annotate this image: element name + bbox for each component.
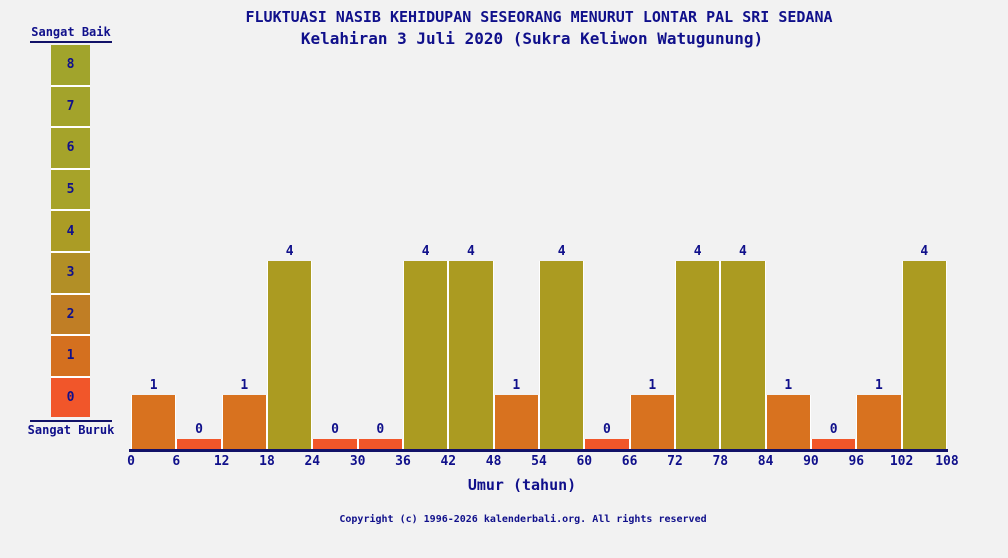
x-tick-36: 36 — [395, 454, 411, 469]
bar-age-24-30 — [312, 439, 358, 449]
scale-bottom-line — [30, 420, 112, 422]
x-tick-30: 30 — [349, 454, 366, 469]
scale-cell-6: 6 — [51, 128, 90, 170]
chart-title: FLUKTUASI NASIB KEHIDUPAN SESEORANG MENU… — [245, 8, 833, 26]
bar-value-label: 4 — [920, 244, 929, 259]
scale-cell-5: 5 — [51, 169, 90, 212]
bar-age-96-102 — [856, 394, 902, 449]
scale-top-label: Sangat Baik — [31, 25, 111, 39]
x-tick-66: 66 — [621, 454, 638, 469]
bar-age-72-78 — [674, 261, 721, 449]
bar-age-0-6 — [131, 394, 177, 449]
x-tick-0: 0 — [127, 454, 135, 469]
bar-age-12-18 — [221, 394, 267, 449]
bar-value-label: 4 — [557, 244, 566, 259]
scale-cell-2: 2 — [51, 294, 90, 337]
x-tick-102: 102 — [889, 454, 914, 469]
x-tick-60: 60 — [576, 454, 593, 469]
x-tick-6: 6 — [172, 454, 181, 469]
x-tick-24: 24 — [304, 454, 321, 469]
scale-cell-value: 7 — [66, 98, 75, 114]
scale-bottom-label: Sangat Buruk — [27, 423, 115, 437]
scale-cell-0: 0 — [51, 377, 90, 418]
scale-cell-1: 1 — [51, 336, 90, 378]
x-axis-line — [129, 449, 948, 452]
bar-value-label: 1 — [875, 377, 883, 393]
bar-value-label: 4 — [693, 244, 702, 259]
scale-cell-value: 8 — [66, 57, 75, 73]
bar-age-18-24 — [266, 261, 313, 449]
x-axis-title: Umur (tahun) — [467, 476, 577, 494]
bar-age-36-42 — [402, 261, 449, 449]
bar-value-label: 4 — [739, 244, 747, 259]
bar-value-label: 4 — [421, 244, 430, 259]
bar-value-label: 1 — [512, 377, 521, 393]
scale-cell-value: 3 — [66, 265, 75, 281]
scale-cell-value: 4 — [66, 223, 75, 239]
quality-scale: 8 7 6 5 4 3 2 1 0 — [51, 45, 90, 418]
bar-age-84-90 — [765, 394, 811, 449]
bar-age-60-66 — [584, 439, 630, 449]
bar-age-30-36 — [357, 439, 403, 449]
scale-cell-value: 0 — [66, 390, 75, 406]
bar-age-78-84 — [720, 261, 766, 449]
x-tick-96: 96 — [848, 454, 865, 469]
scale-cell-7: 7 — [51, 86, 90, 129]
bar-age-102-108 — [901, 261, 947, 449]
scale-top-line — [30, 41, 112, 43]
copyright-text: Copyright (c) 1996-2026 kalenderbali.org… — [339, 514, 707, 525]
bar-age-90-96 — [810, 439, 857, 449]
bar-age-42-48 — [448, 261, 494, 449]
bar-value-label: 0 — [195, 422, 203, 437]
bar-value-label: 1 — [149, 377, 158, 393]
x-tick-18: 18 — [259, 454, 275, 469]
scale-cell-8: 8 — [51, 45, 90, 87]
scale-cell-value: 2 — [66, 306, 75, 322]
bar-value-label: 0 — [376, 422, 385, 437]
x-tick-42: 42 — [440, 454, 457, 469]
bar-value-label: 1 — [784, 377, 793, 393]
x-tick-108: 108 — [935, 454, 959, 469]
bar-value-label: 0 — [331, 422, 339, 437]
x-tick-78: 78 — [712, 454, 729, 469]
bar-age-54-60 — [538, 261, 585, 449]
x-tick-90: 90 — [803, 454, 819, 469]
chart-subtitle: Kelahiran 3 Juli 2020 (Sukra Keliwon Wat… — [300, 29, 764, 48]
bar-age-6-12 — [176, 439, 222, 449]
scale-cell-4: 4 — [51, 211, 90, 253]
scale-cell-3: 3 — [51, 252, 90, 295]
bar-age-48-54 — [493, 394, 539, 449]
bar-value-label: 0 — [603, 422, 611, 437]
scale-cell-value: 5 — [66, 182, 75, 198]
bar-age-66-72 — [629, 394, 675, 449]
bar-value-label: 0 — [829, 422, 838, 437]
scale-cell-value: 1 — [66, 348, 75, 364]
bar-value-label: 1 — [240, 377, 249, 393]
bar-value-label: 4 — [285, 244, 294, 259]
x-tick-12: 12 — [213, 454, 230, 469]
x-tick-84: 84 — [757, 454, 774, 469]
bar-value-label: 4 — [467, 244, 475, 259]
scale-cell-value: 6 — [66, 140, 75, 156]
x-tick-72: 72 — [667, 454, 683, 469]
x-tick-48: 48 — [485, 454, 502, 469]
bar-value-label: 1 — [648, 377, 657, 393]
x-tick-54: 54 — [531, 454, 547, 469]
